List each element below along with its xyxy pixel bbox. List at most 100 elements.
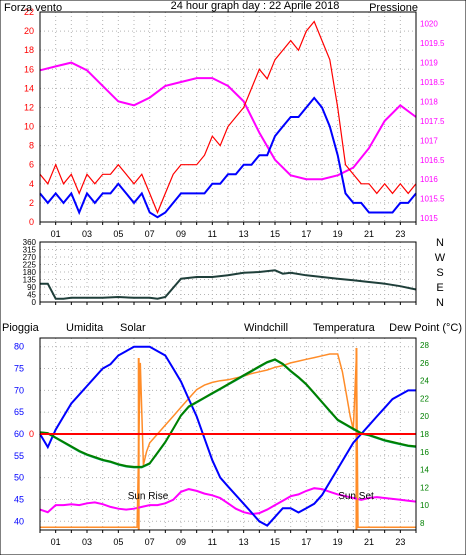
humidity-tick-label: 45 [14, 494, 24, 504]
x-tick-label: 13 [239, 537, 249, 547]
temperature-tick-label: 10 [420, 501, 429, 510]
direction-tick-label: 45 [27, 291, 36, 300]
label-windchill: Windchill [244, 322, 288, 334]
label-umidita: Umidita [66, 322, 104, 334]
y-right-tick-label: 1015 [420, 214, 438, 223]
x-tick-label: 17 [301, 537, 311, 547]
bottom-panel-series [39, 345, 417, 530]
temperature-tick-label: 14 [420, 466, 429, 475]
y-left-tick-label: 10 [24, 122, 34, 132]
top-left-axis-label: Forza vento [4, 2, 62, 14]
label-pioggia: Pioggia [2, 322, 40, 334]
humidity-tick-label: 75 [14, 364, 24, 374]
x-tick-label: 05 [113, 537, 123, 547]
direction-panel-series [40, 269, 417, 300]
label-solar: Solar [120, 322, 146, 334]
x-tick-label: 21 [364, 537, 374, 547]
direction-tick-label: 135 [23, 276, 37, 285]
x-tick-label: 01 [51, 229, 61, 239]
x-tick-label: 19 [333, 537, 343, 547]
top-right-axis-label: Pressione [369, 2, 418, 14]
temperature-tick-label: 8 [420, 519, 425, 528]
x-tick-label: 11 [208, 537, 217, 547]
direction-tick-label: 225 [23, 261, 37, 270]
humidity-tick-label: 65 [14, 407, 24, 417]
temperature-tick-label: 12 [420, 483, 429, 492]
direction-tick-label: 315 [23, 246, 37, 255]
wind-avg-line [39, 96, 417, 219]
direction-tick-label: 360 [23, 238, 37, 247]
y-left-tick-label: 12 [24, 102, 34, 112]
y-left-tick-label: 22 [24, 7, 34, 17]
top-panel-axes: 0 2 4 6 8 10 12 14 16 18 20 22 1015 1015.5 1016 1016.5 1… [24, 7, 445, 239]
wind-direction-line [40, 269, 417, 300]
label-temperatura: Temperatura [313, 322, 376, 334]
humidity-tick-label: 50 [14, 473, 24, 483]
chart-title: 24 hour graph day : 22 Aprile 2018 [171, 0, 340, 12]
y-left-tick-label: 20 [24, 26, 34, 36]
temperature-tick-label: 20 [420, 412, 429, 421]
temperature-tick-label: 28 [420, 341, 429, 350]
x-tick-label: 23 [395, 537, 405, 547]
x-tick-label: 17 [301, 229, 311, 239]
x-tick-label: 11 [208, 229, 217, 239]
y-left-tick-label: 8 [29, 141, 34, 151]
x-tick-label: 09 [176, 229, 186, 239]
temperature-tick-label: 16 [420, 448, 429, 457]
x-tick-label: 15 [270, 537, 280, 547]
direction-tick-label: 0 [32, 298, 37, 307]
y-right-tick-label: 1016.5 [420, 156, 445, 165]
sunrise-label: Sun Rise [128, 491, 169, 502]
x-tick-label: 15 [270, 229, 280, 239]
humidity-tick-label: 55 [14, 451, 24, 461]
y-right-tick-label: 1018 [420, 97, 438, 106]
direction-tick-label: 270 [23, 253, 37, 262]
humidity-tick-label: 60 [14, 429, 24, 439]
temperature-tick-label: 24 [420, 377, 429, 386]
x-tick-label: 03 [82, 537, 92, 547]
x-tick-label: 07 [145, 229, 155, 239]
temperature-tick-label: 22 [420, 394, 429, 403]
bottom-panel-axes: 0 40 45 50 55 60 65 70 75 80 8 10 12 14 16 18 20 22 24 26 28… [14, 341, 429, 547]
y-left-tick-label: 14 [24, 83, 34, 93]
x-tick-label: 21 [364, 229, 374, 239]
y-right-tick-label: 1018.5 [420, 78, 445, 87]
y-left-tick-label: 16 [24, 64, 34, 74]
solar-line [40, 353, 416, 529]
compass-letter: S [436, 267, 443, 279]
x-tick-label: 01 [51, 537, 61, 547]
rain-zero-label: 0 [29, 429, 34, 439]
direction-tick-label: 90 [27, 283, 36, 292]
x-tick-label: 13 [239, 229, 249, 239]
y-right-tick-label: 1016 [420, 175, 438, 184]
humidity-tick-label: 40 [14, 516, 24, 526]
compass-letter: N [436, 237, 444, 249]
y-right-tick-label: 1017.5 [420, 117, 445, 126]
x-tick-label: 23 [395, 229, 405, 239]
wind-speed-line [39, 20, 417, 215]
direction-tick-label: 180 [23, 268, 37, 277]
dewpoint-line [39, 487, 417, 516]
y-left-tick-label: 0 [29, 217, 34, 227]
temperature-tick-label: 26 [420, 359, 429, 368]
pressure-line [39, 61, 417, 181]
top-panel-series [39, 20, 417, 219]
y-right-tick-label: 1019.5 [420, 39, 445, 48]
y-right-tick-label: 1019 [420, 59, 438, 68]
humidity-tick-label: 70 [14, 385, 24, 395]
sunset-label: Sun Set [338, 491, 374, 502]
humidity-tick-label: 80 [14, 342, 24, 352]
temperature-tick-label: 18 [420, 430, 429, 439]
x-tick-label: 05 [113, 229, 123, 239]
x-tick-label: 03 [82, 229, 92, 239]
x-tick-label: 19 [333, 229, 343, 239]
y-left-tick-label: 4 [29, 179, 34, 189]
y-left-tick-label: 2 [29, 198, 34, 208]
compass-letter: N [436, 297, 444, 309]
y-left-tick-label: 6 [29, 160, 34, 170]
temperature-line [39, 358, 417, 468]
y-right-tick-label: 1017 [420, 136, 438, 145]
